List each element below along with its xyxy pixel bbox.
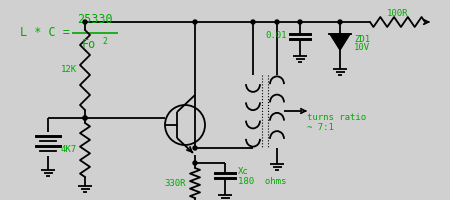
Text: 0.01: 0.01 (266, 31, 287, 40)
Circle shape (298, 20, 302, 24)
Circle shape (83, 116, 87, 120)
Text: Xc: Xc (238, 166, 249, 176)
Text: 2: 2 (102, 37, 107, 46)
Circle shape (193, 20, 197, 24)
Circle shape (338, 20, 342, 24)
Circle shape (83, 20, 87, 24)
Text: ~ 7:1: ~ 7:1 (307, 122, 334, 132)
Text: ZD1: ZD1 (354, 34, 370, 44)
Circle shape (193, 161, 197, 165)
Circle shape (275, 20, 279, 24)
Polygon shape (330, 34, 350, 50)
Text: 330R: 330R (164, 178, 186, 188)
Text: 180  ohms: 180 ohms (238, 176, 286, 186)
Circle shape (193, 146, 197, 150)
Text: 12K: 12K (61, 66, 77, 74)
Circle shape (251, 20, 255, 24)
Text: 100R: 100R (387, 8, 408, 18)
Circle shape (83, 116, 87, 120)
Text: L * C =: L * C = (20, 25, 77, 38)
Text: 10V: 10V (354, 44, 370, 52)
Text: turns ratio: turns ratio (307, 112, 366, 121)
Text: Fo: Fo (82, 38, 96, 51)
Text: 25330: 25330 (77, 13, 113, 26)
Text: 4K7: 4K7 (61, 146, 77, 154)
